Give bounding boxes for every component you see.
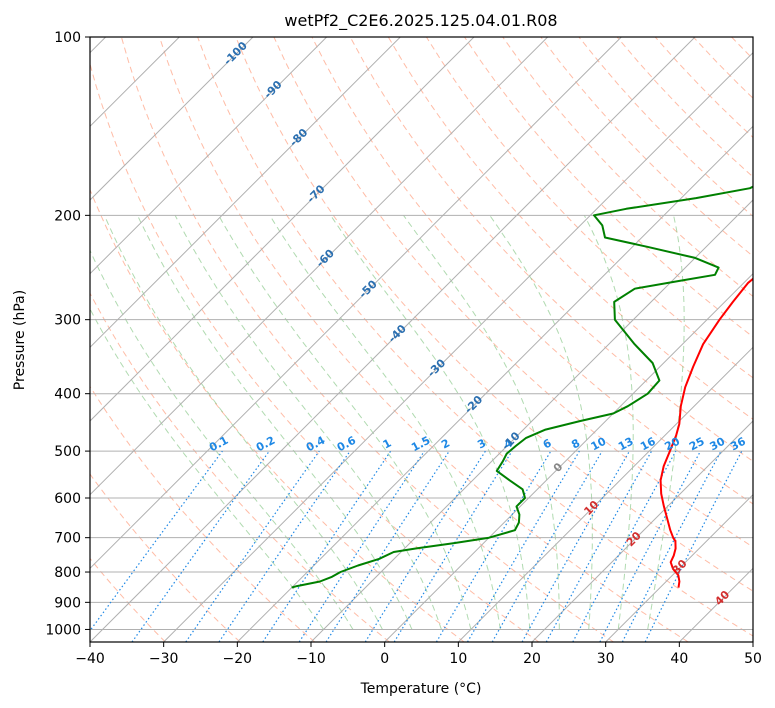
isotherm-line: [384, 272, 753, 642]
x-tick-label: −40: [75, 651, 105, 667]
isotherm-line: [236, 125, 753, 642]
y-tick-label: 500: [54, 444, 81, 460]
mixing-ratio-line: [393, 450, 513, 642]
plot-area: [90, 37, 753, 642]
isotherm-line: [310, 199, 753, 642]
isotherm-line: [163, 51, 753, 642]
plot-frame: [89, 36, 754, 643]
mixing-ratio-line: [90, 450, 223, 632]
mixing-ratio-label: 10: [589, 435, 609, 454]
mixing-ratio-label: 36: [728, 435, 748, 454]
mixing-ratio-line: [644, 450, 743, 642]
y-tick-label: 800: [54, 565, 81, 581]
x-tick-label: −30: [149, 651, 179, 667]
isotherm-line: [90, 37, 696, 642]
dry-adiabat-line: [273, 37, 753, 548]
dry-adiabat-line: [120, 37, 614, 642]
isotherm-line: [90, 37, 622, 570]
x-tick-label: 30: [597, 651, 615, 667]
mixing-ratio-label: 20: [662, 435, 682, 454]
axes: −40 −30 −20 −10 0 10 20 30 40 50 100 200 300 400 500 60…: [45, 30, 762, 667]
dry-adiabat-line: [90, 385, 316, 642]
dry-adiabat-line: [425, 37, 753, 379]
chart-title: wetPf2_C2E6.2025.125.04.01.R08: [284, 11, 557, 31]
y-tick-label: 1000: [45, 622, 81, 638]
dry-adiabat-line: [90, 188, 465, 642]
isotherm-line: [531, 420, 753, 642]
mixing-ratio-label: 30: [708, 435, 728, 454]
x-tick-label: 0: [380, 651, 389, 667]
y-axis-title: Pressure (hPa): [12, 290, 28, 390]
dry-adiabat-line: [349, 37, 753, 462]
mixing-ratio-line: [572, 450, 677, 642]
dry-adiabat-line: [502, 37, 753, 298]
dry-adiabat-line: [235, 37, 753, 592]
isotherm-line: [457, 346, 753, 642]
dry-adiabat-line: [90, 62, 540, 642]
y-tick-label: 400: [54, 387, 81, 403]
y-tick-label: 900: [54, 595, 81, 611]
dewpoint-profile-line: [291, 185, 753, 589]
x-axis-title: Temperature (°C): [360, 681, 482, 697]
x-tick-label: −20: [223, 651, 253, 667]
y-tick-label: 700: [54, 531, 81, 547]
y-tick-label: 300: [54, 313, 81, 329]
x-tick-label: 50: [744, 651, 762, 667]
x-tick-label: −10: [296, 651, 326, 667]
isotherm-line: [605, 493, 753, 642]
x-tick-label: 10: [449, 651, 467, 667]
y-tick-label: 600: [54, 491, 81, 507]
dry-adiabat-line: [387, 37, 753, 420]
mixing-ratio-line: [298, 450, 425, 642]
isotherm-line: [90, 37, 475, 422]
y-tick-label: 200: [54, 208, 81, 224]
mixing-ratio-line: [131, 450, 270, 642]
dry-adiabat-line: [464, 37, 753, 338]
x-tick-label: 40: [670, 651, 688, 667]
mixing-ratio-label: 13: [616, 435, 636, 454]
isotherm-line: [90, 37, 254, 201]
isotherm-line: [90, 37, 549, 496]
x-tick-label: 20: [523, 651, 541, 667]
dry-adiabat-line: [90, 473, 241, 642]
mixing-ratio-line: [545, 450, 653, 642]
mixing-ratio-line: [262, 450, 392, 642]
mixing-ratio-line: [185, 450, 320, 642]
mixing-ratio-line: [325, 450, 450, 642]
dry-adiabat-line: [311, 37, 753, 505]
mixing-ratio-line: [521, 450, 631, 642]
mixing-ratio-label: 16: [638, 435, 658, 454]
dry-adiabat-line: [90, 292, 390, 642]
series-layer: [291, 185, 753, 589]
moist-adiabat-line: [90, 308, 324, 630]
y-tick-label: 100: [54, 30, 81, 46]
mixing-ratio-line: [218, 450, 351, 642]
isotherm-line: [90, 37, 401, 349]
mixing-ratio-label: 25: [687, 435, 707, 454]
dry-adiabat-line: [159, 37, 689, 642]
isotherm-line: [90, 37, 328, 275]
temperature-profile-line: [659, 277, 753, 588]
